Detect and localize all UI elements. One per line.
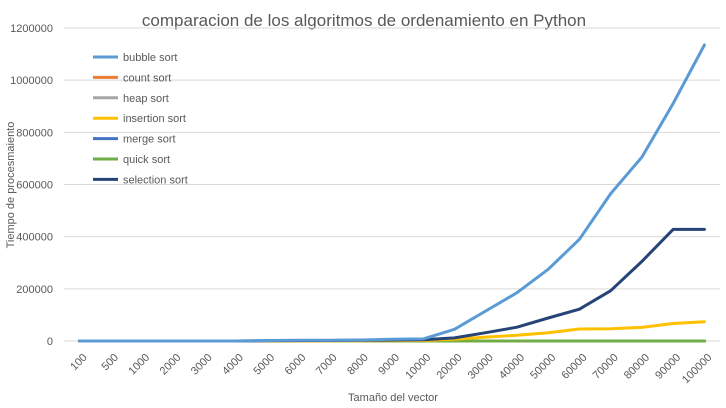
legend-label: count sort xyxy=(123,72,171,84)
y-tick-label: 200000 xyxy=(16,284,53,296)
y-tick-label: 1000000 xyxy=(10,75,53,87)
y-tick-label: 0 xyxy=(47,336,53,348)
series-line-bubble-sort xyxy=(78,43,706,343)
legend-label: heap sort xyxy=(123,93,169,105)
legend-label: bubble sort xyxy=(123,52,177,64)
y-tick-labels: 0 200000 400000 600000 800000 1000000 1200000 xyxy=(10,23,53,348)
chart-title: comparacion de los algoritmos de ordenam… xyxy=(142,11,586,30)
x-axis-label: Tamaño del vector xyxy=(348,392,438,404)
y-tick-label: 800000 xyxy=(16,127,53,139)
y-axis-label: Tiempo de procesmaiento xyxy=(5,122,17,249)
y-tick-label: 600000 xyxy=(16,180,53,192)
legend-label: selection sort xyxy=(123,174,188,186)
series-lines xyxy=(78,43,706,343)
y-tick-label: 400000 xyxy=(16,232,53,244)
legend: bubble sort count sort heap sort insertion … xyxy=(93,52,188,186)
legend-label: merge sort xyxy=(123,134,176,146)
legend-label: quick sort xyxy=(123,154,170,166)
gridlines xyxy=(64,27,720,342)
y-tick-label: 1200000 xyxy=(10,23,53,35)
legend-label: insertion sort xyxy=(123,113,186,125)
